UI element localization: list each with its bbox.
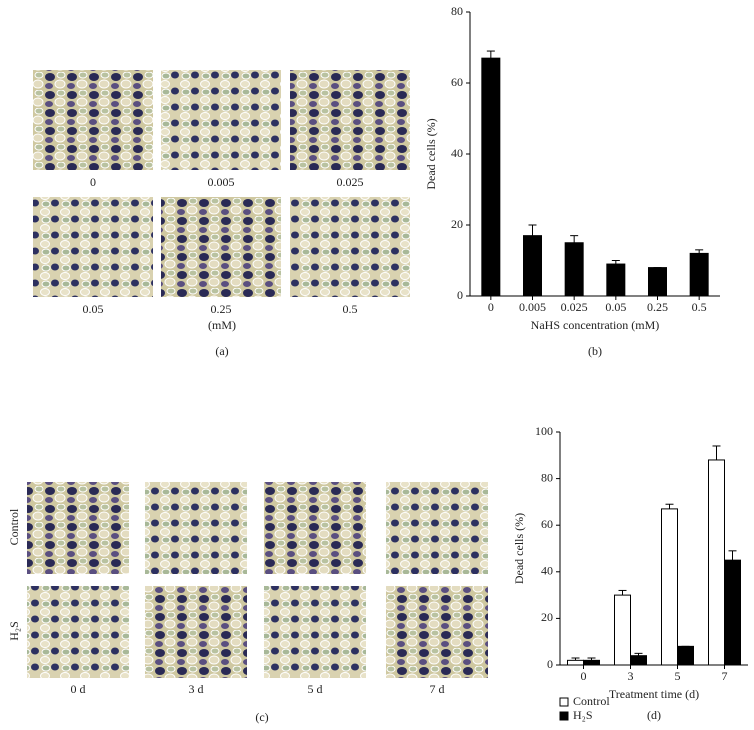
- x-axis-label: NaHS concentration (mM): [531, 318, 660, 332]
- x-tick-label: 5: [675, 669, 681, 683]
- y-tick-label: 20: [541, 610, 553, 624]
- row-label: H₂S: [7, 621, 21, 641]
- y-tick-label: 100: [535, 424, 553, 438]
- image-label: 0.025: [337, 175, 364, 189]
- x-tick-label: 0.05: [605, 300, 626, 314]
- y-tick-label: 20: [451, 217, 463, 231]
- image-label: 0.005: [208, 175, 235, 189]
- bar: [567, 659, 584, 666]
- micrograph: [33, 197, 153, 297]
- bar: [677, 645, 694, 666]
- micrograph: [27, 482, 129, 574]
- bar: [583, 659, 600, 666]
- micrograph: [290, 70, 410, 170]
- x-tick-label: 3: [628, 669, 634, 683]
- x-axis-label: Treatment time (d): [609, 687, 699, 701]
- y-tick-label: 40: [541, 564, 553, 578]
- y-tick-label: 60: [541, 517, 553, 531]
- y-tick-label: 60: [451, 75, 463, 89]
- y-axis-label: Dead cells (%): [512, 513, 526, 584]
- bar: [724, 559, 741, 666]
- micrograph: [27, 586, 129, 678]
- y-tick-label: 80: [541, 470, 553, 484]
- y-tick-label: 80: [451, 4, 463, 18]
- y-tick-label: 0: [457, 288, 463, 302]
- micrograph: [264, 482, 366, 574]
- x-tick-label: 0.005: [519, 300, 546, 314]
- bar: [606, 263, 626, 297]
- x-tick-label: 0.25: [647, 300, 668, 314]
- unit-label: (mM): [208, 318, 236, 332]
- panel-label: (c): [255, 710, 268, 724]
- micrograph: [33, 70, 153, 170]
- panel-label: (b): [588, 344, 602, 358]
- y-axis-label: Dead cells (%): [424, 118, 438, 189]
- image-label: 0.5: [343, 302, 358, 316]
- row-label: Control: [7, 508, 21, 545]
- y-tick-label: 0: [547, 657, 553, 671]
- column-label: 5 d: [308, 682, 323, 696]
- bar: [564, 242, 584, 297]
- bar: [689, 252, 709, 297]
- x-tick-label: 0.5: [692, 300, 707, 314]
- image-label: 0.25: [211, 302, 232, 316]
- bar: [630, 655, 647, 666]
- micrograph: [145, 586, 247, 678]
- column-label: 3 d: [189, 682, 204, 696]
- bar: [708, 459, 725, 666]
- column-label: 7 d: [430, 682, 445, 696]
- micrograph: [145, 482, 247, 574]
- y-tick-label: 40: [451, 146, 463, 160]
- x-tick-label: 0: [488, 300, 494, 314]
- legend-swatch: [559, 711, 569, 721]
- micrograph: [386, 482, 488, 574]
- legend-swatch: [559, 697, 569, 707]
- bar: [648, 267, 667, 297]
- micrograph: [264, 586, 366, 678]
- bar: [523, 235, 542, 297]
- image-label: 0.05: [83, 302, 104, 316]
- panel-label: (a): [215, 344, 228, 358]
- panel-label: (d): [647, 708, 661, 722]
- x-tick-label: 0.025: [561, 300, 588, 314]
- x-tick-label: 7: [722, 669, 728, 683]
- legend-label: H₂S: [573, 708, 593, 722]
- column-label: 0 d: [71, 682, 86, 696]
- x-tick-label: 0: [581, 669, 587, 683]
- image-label: 0: [90, 175, 96, 189]
- micrograph: [386, 586, 488, 678]
- micrograph: [161, 70, 281, 170]
- micrograph: [290, 197, 410, 297]
- bar: [661, 508, 678, 666]
- bar: [481, 57, 501, 297]
- bar: [614, 594, 631, 666]
- micrograph: [161, 197, 281, 297]
- legend-label: Control: [573, 694, 610, 708]
